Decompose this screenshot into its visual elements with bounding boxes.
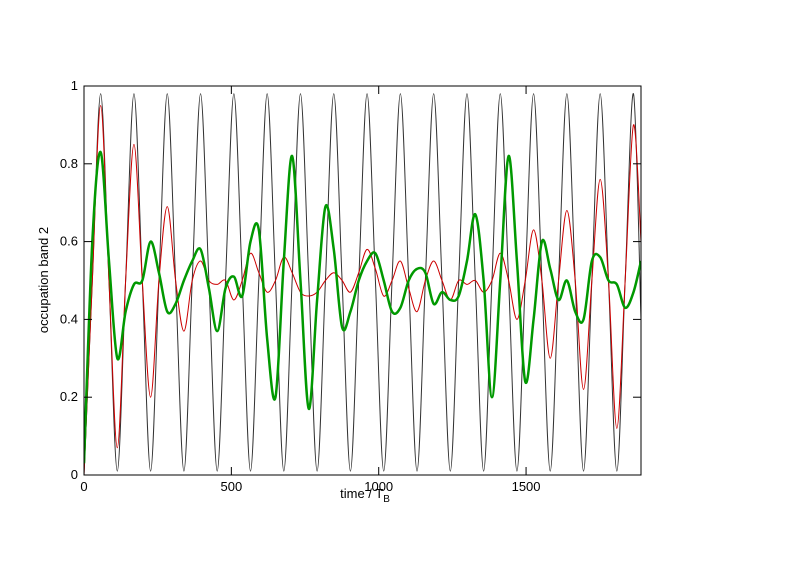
y-tick-label: 1 (71, 78, 78, 93)
series-line (84, 104, 641, 476)
y-tick-label: 0.4 (60, 311, 78, 326)
series-line (84, 93, 641, 476)
x-axis-label-subscript: B (383, 494, 390, 505)
x-axis-label: time / TB (340, 486, 390, 505)
y-tick-label: 0.6 (60, 234, 78, 249)
x-tick-label: 1500 (512, 479, 541, 494)
y-axis-label: occupation band 2 (36, 227, 51, 333)
x-tick-label: 1000 (364, 479, 393, 494)
x-tick-label: 500 (221, 479, 243, 494)
series-line (84, 150, 641, 464)
y-tick-label: 0.8 (60, 156, 78, 171)
plot-frame (83, 85, 642, 476)
y-tick-label: 0.2 (60, 389, 78, 404)
x-axis-label-text: time / T (340, 486, 383, 501)
y-tick-label: 0 (71, 467, 78, 482)
x-tick-label: 0 (80, 479, 87, 494)
